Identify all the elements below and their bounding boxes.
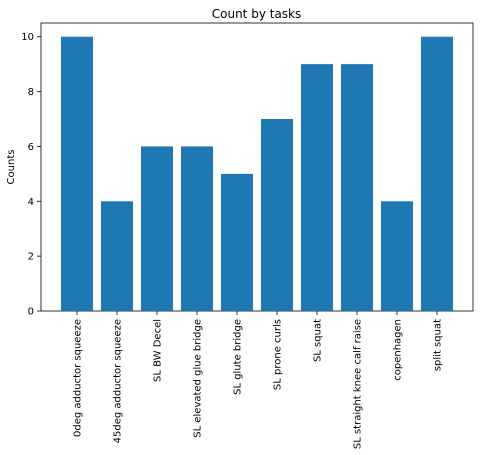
x-tick-label-2: 45deg adductor squeeze (113, 319, 124, 443)
x-tick-label-3: SL BW Decel (153, 319, 164, 382)
bar-2 (101, 201, 133, 311)
y-axis: 0 2 4 6 8 10 (21, 32, 41, 318)
x-tick-label-10: split squat (433, 319, 444, 371)
y-tick-label-3: 4 (28, 197, 34, 208)
y-axis-label: Counts (6, 150, 17, 185)
bar-3 (141, 146, 173, 311)
x-tick-label-8: SL straight knee calf raise (353, 319, 364, 449)
bars-group (61, 36, 453, 312)
bar-1 (61, 36, 93, 311)
x-tick-label-4: SL elevated glue bridge (193, 319, 204, 438)
x-tick-label-5: SL glute bridge (233, 319, 244, 395)
x-tick-label-1: 0deg adductor squeeze (73, 319, 84, 437)
bar-4 (181, 146, 213, 311)
y-tick-label-4: 6 (28, 142, 34, 153)
x-axis: 0deg adductor squeeze 45deg adductor sque… (73, 311, 444, 449)
y-tick-label-1: 0 (28, 307, 34, 318)
x-tick-label-9: copenhagen (393, 319, 404, 381)
bar-8 (341, 64, 373, 312)
bar-7 (301, 64, 333, 312)
chart-title: Count by tasks (212, 7, 302, 21)
y-tick-label-6: 10 (21, 32, 34, 43)
y-tick-label-2: 2 (28, 252, 34, 263)
plot-area (40, 22, 474, 312)
bar-10 (421, 36, 453, 311)
bar-9 (381, 201, 413, 311)
x-tick-label-6: SL prone curls (273, 319, 284, 390)
bar-6 (261, 119, 293, 311)
bar-5 (221, 173, 253, 311)
y-tick-label-5: 8 (28, 87, 34, 98)
x-tick-label-7: SL squat (313, 319, 324, 362)
plot-frame (40, 22, 474, 312)
